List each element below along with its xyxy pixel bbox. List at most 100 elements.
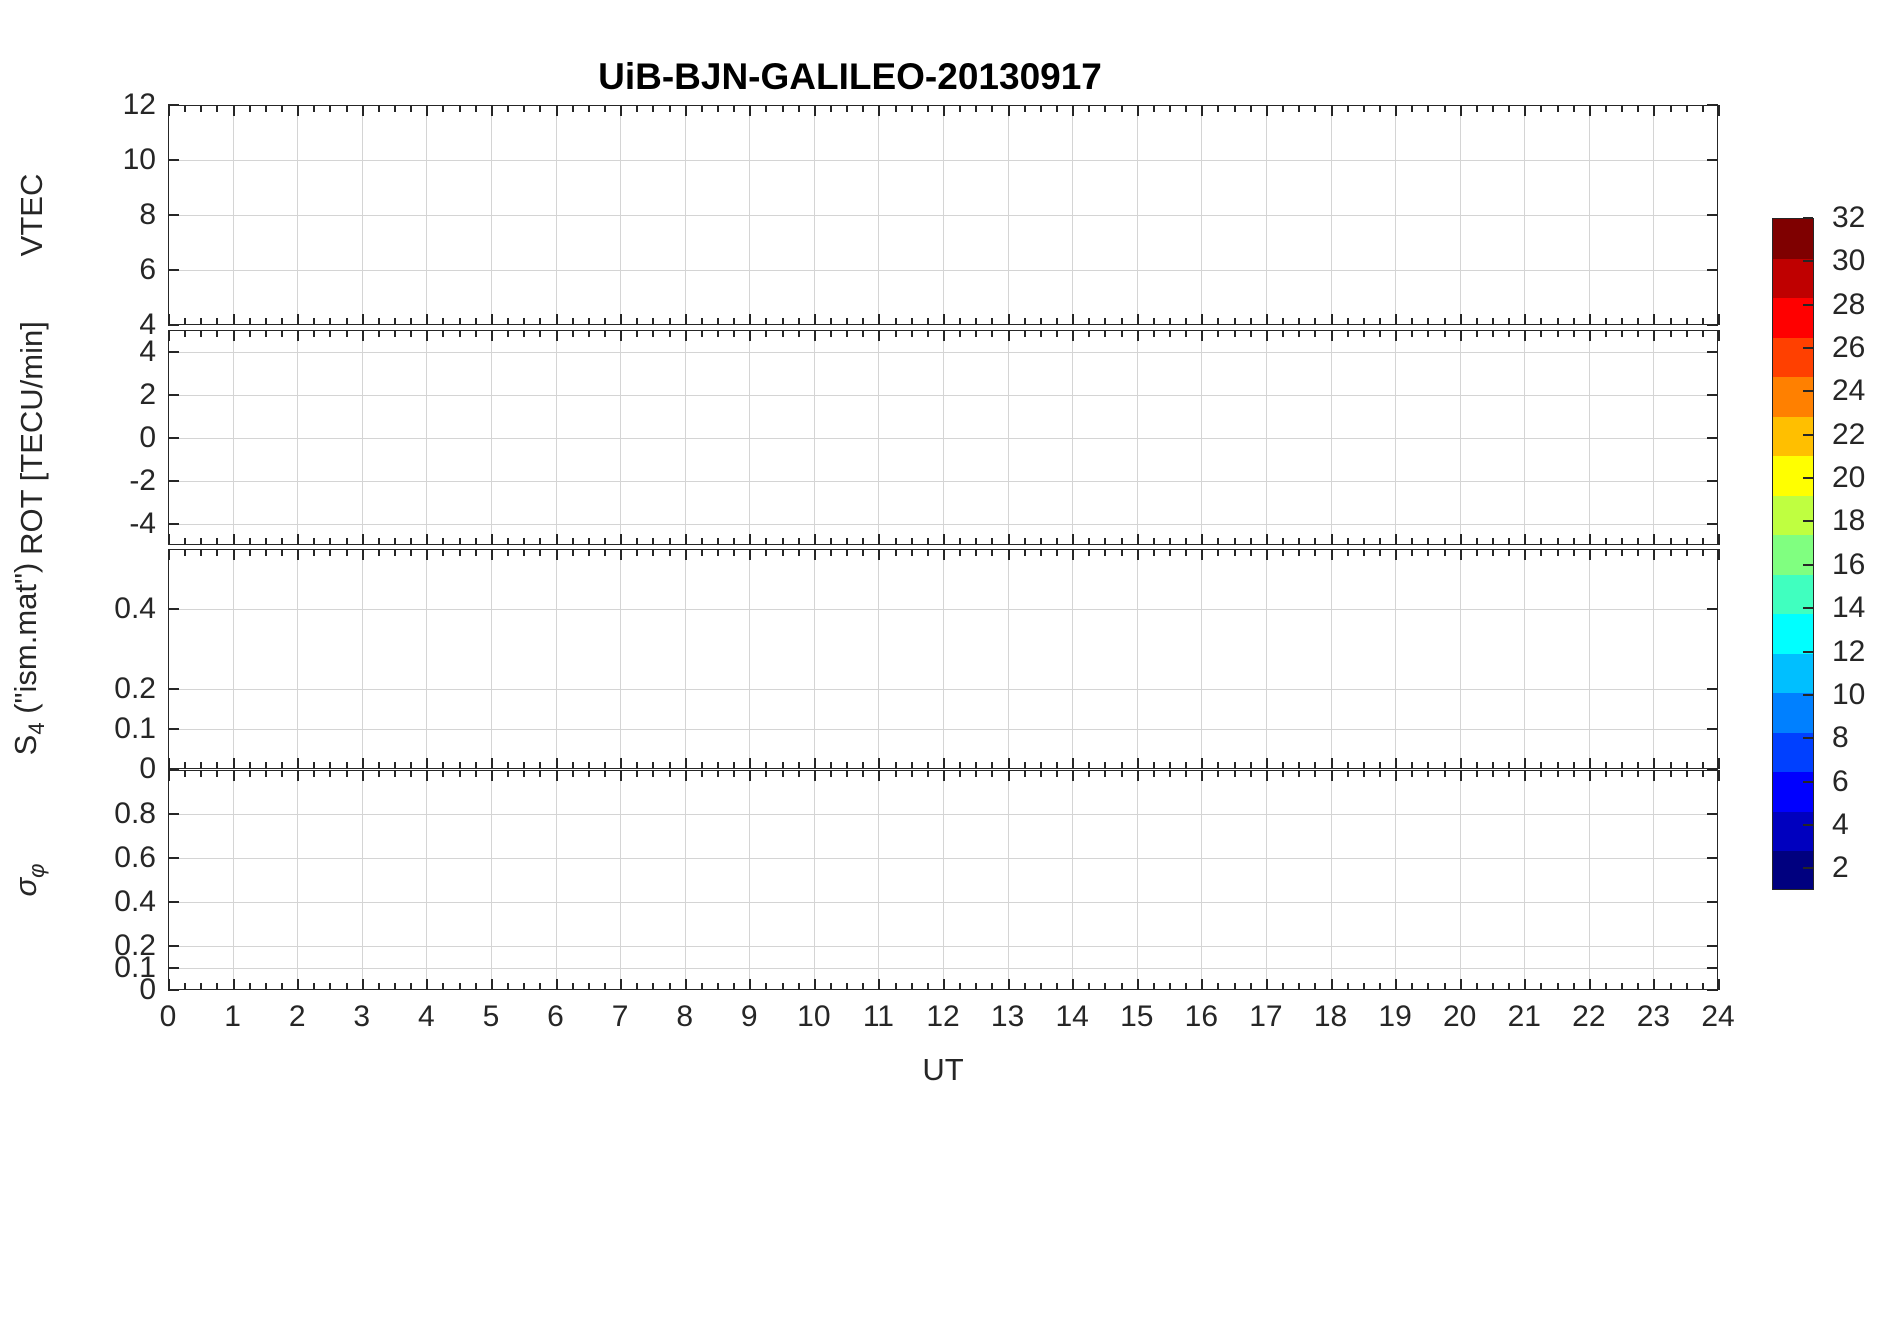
xtick-mark [1653, 330, 1656, 341]
xtick-mark [1169, 762, 1172, 769]
xtick-mark [523, 105, 526, 112]
xtick-mark [1346, 762, 1349, 769]
xtick-mark [1653, 770, 1656, 781]
xtick-mark [507, 762, 510, 769]
xtick-mark [1346, 105, 1349, 112]
xtick-mark [1233, 538, 1236, 545]
xtick-mark [959, 762, 962, 769]
xtick-mark [345, 983, 348, 990]
colorbar-tick-label-5: 22 [1832, 417, 1866, 451]
xtick-mark [329, 983, 332, 990]
xtick-mark [490, 549, 493, 560]
ytick-mark [1707, 479, 1718, 482]
xtick-mark [926, 549, 929, 556]
ytick-label-vtec-2: 8 [139, 198, 156, 231]
xtick-mark [1201, 758, 1204, 769]
ytick-label-s4-1: 0.2 [114, 672, 156, 705]
xtick-mark [587, 330, 590, 337]
xtick-mark [1491, 105, 1494, 112]
xtick-mark [1314, 983, 1317, 990]
xtick-mark [1265, 314, 1268, 325]
xtick-mark [1104, 983, 1107, 990]
xtick-mark [1136, 534, 1139, 545]
xtick-mark [345, 770, 348, 777]
xtick-mark [507, 318, 510, 325]
xtick-mark [910, 549, 913, 556]
xtick-mark [1217, 770, 1220, 777]
colorbar-tick-label-1: 30 [1832, 244, 1866, 278]
xtick-mark [1669, 549, 1672, 556]
ytick-label-vtec-1: 10 [122, 143, 156, 176]
xtick-mark [1282, 538, 1285, 545]
xtick-mark [620, 314, 623, 325]
ytick-label-s4-2: 0.1 [114, 712, 156, 745]
xtick-mark [1265, 758, 1268, 769]
xtick-mark [1604, 330, 1607, 337]
xtick-mark [1669, 330, 1672, 337]
xtick-mark [458, 538, 461, 545]
gridline-horizontal [168, 160, 1718, 161]
xtick-mark [297, 534, 300, 545]
xtick-mark [200, 549, 203, 556]
xtick-mark [1056, 318, 1059, 325]
xtick-mark [636, 330, 639, 337]
xtick-mark [733, 105, 736, 112]
xtick-mark [1072, 758, 1075, 769]
gridline-vertical [490, 549, 492, 769]
xtick-mark [313, 983, 316, 990]
xtick-mark [1459, 770, 1462, 781]
xtick-mark [910, 983, 913, 990]
xtick-mark [829, 983, 832, 990]
xtick-mark [959, 538, 962, 545]
xtick-mark [313, 318, 316, 325]
xtick-mark [894, 762, 897, 769]
ylabel-vtec: VTEC [14, 173, 49, 257]
gridline-vertical [813, 549, 815, 769]
xtick-mark [1588, 330, 1591, 341]
xtick-mark [668, 549, 671, 556]
xtick-mark [1378, 983, 1381, 990]
xtick-mark [668, 762, 671, 769]
xtick-mark [1459, 979, 1462, 990]
xtick-mark [620, 770, 623, 781]
xtick-mark [1395, 534, 1398, 545]
xtick-mark [862, 318, 865, 325]
gridline-vertical [555, 770, 557, 990]
xtick-mark [1653, 979, 1656, 990]
xtick-mark [394, 549, 397, 556]
xtick-mark [700, 770, 703, 777]
xtick-mark [1346, 538, 1349, 545]
xtick-mark [894, 770, 897, 777]
xtick-mark [490, 758, 493, 769]
xtick-mark [652, 770, 655, 777]
gridline-vertical [1524, 549, 1526, 769]
xtick-mark [1637, 318, 1640, 325]
gridline-horizontal [168, 689, 1718, 690]
xtick-mark [1039, 330, 1042, 337]
xtick-mark [248, 318, 251, 325]
gridline-vertical [878, 770, 880, 990]
xtick-mark [991, 549, 994, 556]
xtick-mark [862, 770, 865, 777]
xtick-mark [797, 318, 800, 325]
xtick-mark [1540, 330, 1543, 337]
xtick-mark [894, 983, 897, 990]
xtick-mark [1169, 318, 1172, 325]
xtick-mark [264, 770, 267, 777]
xtick-mark [297, 314, 300, 325]
xtick-mark [620, 549, 623, 560]
xtick-mark [1023, 983, 1026, 990]
xtick-mark [829, 538, 832, 545]
xtick-mark [1104, 330, 1107, 337]
xtick-mark [1088, 538, 1091, 545]
xtick-mark [216, 330, 219, 337]
xtick-mark [1072, 105, 1075, 116]
xtick-mark [878, 330, 881, 341]
xtick-mark [910, 330, 913, 337]
colorbar-tick [1803, 737, 1813, 740]
xtick-mark [1572, 105, 1575, 112]
xtick-mark [1540, 762, 1543, 769]
xtick-mark [1201, 105, 1204, 116]
xtick-mark [829, 105, 832, 112]
xtick-mark [474, 105, 477, 112]
